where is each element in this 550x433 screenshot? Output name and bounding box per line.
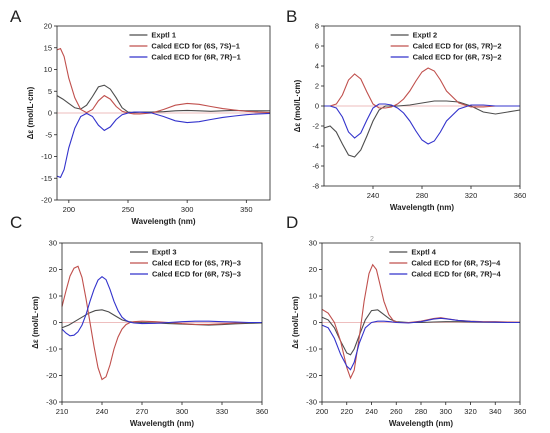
series-line-2 [61, 265, 262, 381]
x-axis-label: Wavelength (nm) [130, 419, 194, 428]
legend-label: Calcd ECD for (6R, 7R)−1 [151, 53, 240, 62]
y-axis-label: Δε (mol/L·cm) [31, 296, 40, 349]
chart-panel-b: 240 280 320 360 8 6 4 2 0 -2 -4 -6 -8 Wavelength (nm)… [293, 22, 526, 212]
y-axis-label: Δε (mol/L·cm) [293, 79, 302, 132]
y-tick-label: 20 [49, 265, 57, 274]
y-tick-label: 0 [48, 109, 52, 118]
y-tick-label: -8 [312, 182, 319, 191]
y-tick-label: 6 [315, 42, 319, 51]
y-tick-label: 15 [44, 43, 52, 52]
y-tick-label: 10 [44, 65, 52, 74]
panel-letter-a: A [10, 7, 22, 26]
y-tick-label: 30 [309, 239, 317, 248]
panel-letter-d: D [286, 213, 298, 232]
y-tick-label: -2 [312, 122, 319, 131]
y-tick-label: -20 [306, 371, 317, 380]
series-line-1 [56, 84, 270, 114]
y-tick-label: 20 [309, 265, 317, 274]
y-tick-label: -30 [46, 398, 57, 407]
x-axis-label: Wavelength (nm) [131, 217, 195, 226]
y-tick-label: 2 [315, 82, 319, 91]
series-line-3 [56, 111, 271, 179]
legend-label: Calcd ECD for (6R, 7S)−2 [413, 53, 502, 62]
y-tick-label: 20 [44, 22, 52, 31]
y-tick-label: -5 [45, 130, 52, 139]
y-tick-label: -30 [306, 398, 317, 407]
legend-label: Calcd ECD for (6S, 7R)−2 [413, 42, 502, 51]
series-line-3 [321, 317, 520, 371]
x-tick-label: 250 [122, 205, 135, 214]
series-line-1 [61, 309, 263, 329]
y-axis-label: Δε (mol/L·cm) [291, 296, 300, 349]
x-tick-label: 300 [176, 407, 189, 416]
x-tick-label: 240 [96, 407, 109, 416]
x-tick-label: 280 [416, 191, 429, 200]
legend-label: Calcd ECD for (6R, 7R)−4 [411, 270, 501, 279]
chart-panel-c: 210 240 270 300 330 360 30 20 10 0 -10 -20 -30 Wavele… [31, 239, 268, 428]
x-tick-label: 240 [367, 191, 380, 200]
x-tick-label: 200 [316, 407, 329, 416]
stray-mark: 2 [370, 236, 374, 243]
series-line-1 [321, 309, 520, 356]
y-tick-label: -4 [312, 142, 319, 151]
y-tick-label: 0 [53, 318, 57, 327]
y-tick-label: 30 [49, 239, 57, 248]
y-tick-label: 10 [49, 292, 57, 301]
legend-label: Exptl 4 [411, 248, 436, 257]
y-tick-label: -20 [41, 196, 52, 205]
x-tick-label: 270 [136, 407, 149, 416]
legend-label: Exptl 3 [152, 248, 177, 257]
y-tick-label: -6 [312, 162, 319, 171]
legend-label: Calcd ECD for (6S, 7S)−1 [151, 42, 240, 51]
x-tick-label: 320 [464, 407, 477, 416]
legend-label: Calcd ECD for (6S, 7R)−3 [152, 259, 241, 268]
y-tick-label: 0 [313, 318, 317, 327]
series-line-2 [324, 67, 520, 109]
legend-label: Exptl 1 [151, 31, 176, 40]
x-tick-label: 330 [216, 407, 229, 416]
y-tick-label: 0 [315, 102, 319, 111]
x-tick-label: 280 [415, 407, 428, 416]
x-tick-label: 360 [256, 407, 269, 416]
y-tick-label: 5 [48, 87, 52, 96]
x-axis-label: Wavelength (nm) [390, 203, 454, 212]
y-tick-label: 8 [315, 22, 319, 31]
x-tick-label: 300 [439, 407, 452, 416]
x-tick-label: 220 [340, 407, 353, 416]
series-line-3 [324, 103, 520, 145]
legend-label: Calcd ECD for (6R, 7S)−4 [411, 259, 501, 268]
y-tick-label: -10 [41, 152, 52, 161]
x-tick-label: 350 [240, 205, 253, 214]
x-tick-label: 200 [63, 205, 76, 214]
y-tick-label: -15 [41, 174, 52, 183]
series-line-1 [323, 100, 521, 158]
y-tick-label: -10 [306, 345, 317, 354]
x-tick-label: 300 [181, 205, 194, 214]
legend-label: Exptl 2 [413, 31, 438, 40]
panel-letter-c: C [10, 213, 22, 232]
x-tick-label: 260 [390, 407, 403, 416]
y-tick-label: 10 [309, 292, 317, 301]
panel-letter-b: B [286, 7, 297, 26]
x-tick-label: 240 [365, 407, 378, 416]
chart-panel-a: 200 250 300 350 20 15 10 5 0 -5 -10 -15 -20 Wavelengt… [26, 22, 271, 226]
y-tick-label: -20 [46, 371, 57, 380]
legend-label: Calcd ECD for (6R, 7S)−3 [152, 270, 241, 279]
series-line-3 [61, 276, 262, 337]
x-tick-label: 320 [465, 191, 478, 200]
x-axis-label: Wavelength (nm) [389, 419, 453, 428]
x-tick-label: 360 [514, 407, 527, 416]
y-axis-label: Δε (mol/L·cm) [26, 86, 35, 139]
y-tick-label: 4 [315, 62, 319, 71]
y-tick-label: -10 [46, 345, 57, 354]
chart-panel-d: 200 220 240 260 280 300 320 340 360 30 20 10 0 -10 -20… [291, 239, 526, 428]
x-tick-label: 340 [489, 407, 502, 416]
x-tick-label: 210 [56, 407, 69, 416]
x-tick-label: 360 [514, 191, 527, 200]
